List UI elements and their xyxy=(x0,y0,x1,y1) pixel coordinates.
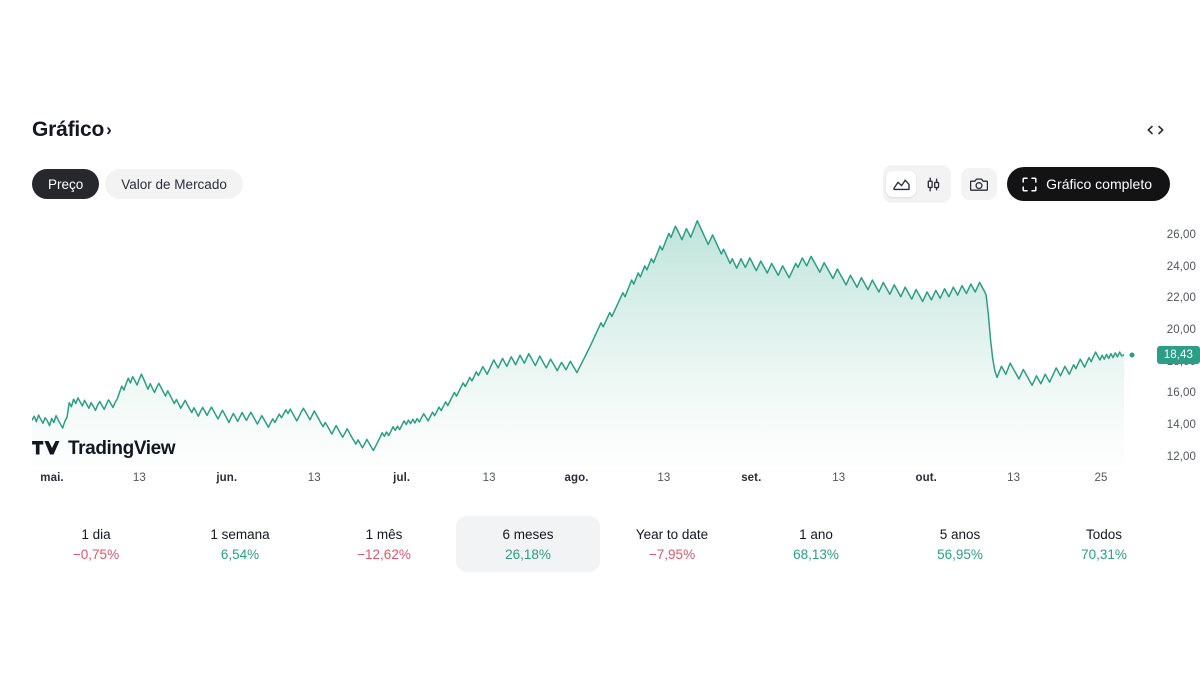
period-label: Year to date xyxy=(635,526,709,542)
chart-area: 26,0024,0022,0020,0018,0016,0014,0012,00… xyxy=(24,216,1200,466)
period-4[interactable]: 6 meses 26,18% xyxy=(456,516,600,572)
current-price-dot xyxy=(1129,352,1135,358)
toolbar-actions: Gráfico completo xyxy=(883,165,1170,203)
period-change-value: 56,95% xyxy=(937,546,983,562)
period-5[interactable]: Year to date −7,95% xyxy=(600,516,744,572)
x-axis-tick: set. xyxy=(741,472,762,484)
price-line xyxy=(32,220,1124,452)
area-fill xyxy=(32,220,1124,466)
chevron-right-icon: › xyxy=(106,120,112,139)
x-axis-tick: mai. xyxy=(40,472,64,484)
period-2[interactable]: 1 semana 6,54% xyxy=(168,516,312,572)
x-axis-tick: 13 xyxy=(482,472,496,484)
period-change-value: 26,18% xyxy=(505,546,551,562)
period-change-value: 68,13% xyxy=(793,546,839,562)
period-8[interactable]: Todos 70,31% xyxy=(1032,516,1176,572)
period-change-value: −0,75% xyxy=(72,546,120,562)
tab-valor-de-mercado[interactable]: Valor de Mercado xyxy=(105,169,243,199)
x-axis-tick: 13 xyxy=(657,472,671,484)
page-title: Gráfico xyxy=(32,118,105,141)
period-7[interactable]: 5 anos 56,95% xyxy=(888,516,1032,572)
fullscreen-icon xyxy=(1022,176,1037,192)
period-change-value: 6,54% xyxy=(220,546,260,562)
area-chart-icon[interactable] xyxy=(886,171,917,197)
x-axis-tick: ago. xyxy=(564,472,589,484)
current-price-badge: 18,43 xyxy=(1156,345,1200,364)
period-label: 6 meses xyxy=(502,526,554,542)
period-performance-row: 1 dia −0,75% 1 semana 6,54% 1 mês −12,62% 6 me… xyxy=(24,516,1176,572)
y-axis-tick: 22,00 xyxy=(1166,292,1196,305)
y-axis-tick: 20,00 xyxy=(1166,323,1196,336)
y-axis-tick: 12,00 xyxy=(1166,450,1196,463)
full-chart-button[interactable]: Gráfico completo xyxy=(1007,167,1170,201)
period-label: 1 dia xyxy=(81,526,111,542)
widget-header: Gráfico › xyxy=(32,112,1168,148)
camera-icon[interactable] xyxy=(961,168,998,200)
tab-preco[interactable]: Preço xyxy=(32,169,100,199)
y-axis-tick: 14,00 xyxy=(1166,418,1196,431)
x-axis-tick: 13 xyxy=(832,472,846,484)
period-label: 1 semana xyxy=(210,526,270,542)
period-label: 1 mês xyxy=(365,526,403,542)
y-axis: 26,0024,0022,0020,0018,0016,0014,0012,00… xyxy=(1129,216,1200,466)
metric-tabs: Preço Valor de Mercado xyxy=(32,169,243,199)
period-label: 1 ano xyxy=(799,526,833,542)
period-label: 5 anos xyxy=(939,526,981,542)
y-axis-tick: 16,00 xyxy=(1166,387,1196,400)
x-axis-tick: out. xyxy=(915,472,937,484)
x-axis: mai. 13 jun. 13 jul. 13 ago. 13 set. 13 out. 13 25 xyxy=(0,472,1200,490)
period-change-value: 70,31% xyxy=(1081,546,1127,562)
y-axis-tick: 24,00 xyxy=(1166,260,1196,273)
code-icon[interactable] xyxy=(1142,117,1168,143)
x-axis-tick: jul. xyxy=(393,472,411,484)
full-chart-label: Gráfico completo xyxy=(1046,176,1152,192)
x-axis-tick: 13 xyxy=(132,472,146,484)
period-3[interactable]: 1 mês −12,62% xyxy=(312,516,456,572)
period-6[interactable]: 1 ano 68,13% xyxy=(744,516,888,572)
period-label: Todos xyxy=(1085,526,1123,542)
period-change-value: −12,62% xyxy=(357,546,411,562)
chart-toolbar: Preço Valor de Mercado xyxy=(32,165,1170,203)
x-axis-tick: 13 xyxy=(307,472,321,484)
candlestick-chart-icon[interactable] xyxy=(918,171,948,197)
price-series-svg xyxy=(32,220,1124,466)
y-axis-tick: 26,00 xyxy=(1166,229,1196,241)
period-1[interactable]: 1 dia −0,75% xyxy=(24,516,168,572)
page-title-link[interactable]: Gráfico › xyxy=(32,118,112,142)
x-axis-tick: 25 xyxy=(1094,472,1108,484)
chart-type-group xyxy=(883,165,952,203)
x-axis-tick: 13 xyxy=(1007,472,1021,484)
x-axis-tick: jun. xyxy=(216,472,238,484)
period-change-value: −7,95% xyxy=(648,546,696,562)
price-plot[interactable] xyxy=(32,216,1124,466)
